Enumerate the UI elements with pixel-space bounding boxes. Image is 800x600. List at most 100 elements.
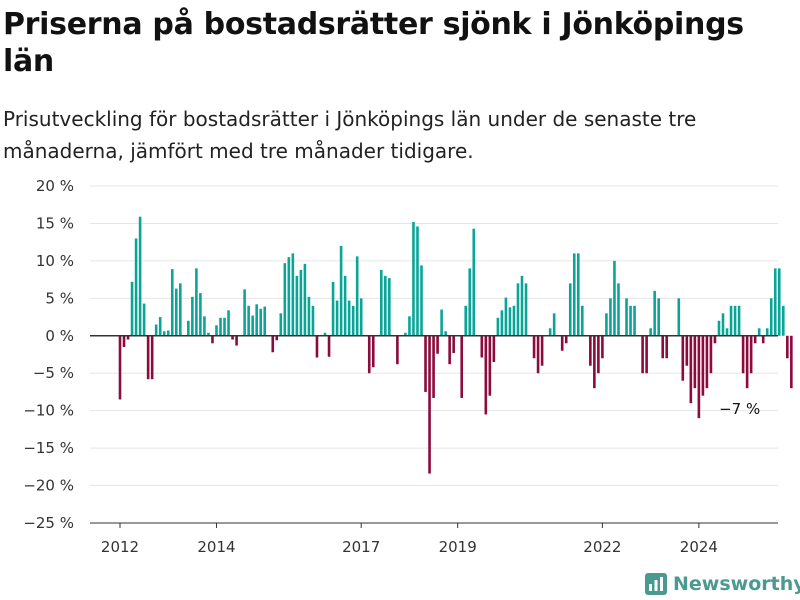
bar [512, 305, 516, 336]
bar [227, 310, 230, 336]
bar [709, 335, 713, 374]
bar [263, 306, 267, 336]
bar [243, 289, 246, 336]
bar [500, 310, 504, 336]
bar [552, 313, 556, 336]
bar [396, 335, 399, 365]
bar [601, 335, 604, 359]
bar [773, 268, 777, 336]
bar [283, 263, 287, 336]
bar [247, 305, 250, 336]
bar [757, 328, 761, 336]
bar [436, 335, 439, 354]
bar [653, 290, 656, 336]
bar [191, 296, 194, 336]
bar [142, 303, 146, 336]
bar [681, 335, 685, 381]
bar [685, 335, 689, 366]
bar [287, 257, 291, 336]
bar [657, 298, 660, 336]
bar [219, 317, 222, 336]
bar [737, 305, 741, 336]
bar [593, 335, 596, 389]
bar [412, 221, 415, 336]
bar [291, 253, 295, 336]
bar [468, 268, 472, 336]
bar [452, 335, 455, 353]
bar [440, 309, 443, 336]
chart-subtitle: Prisutveckling för bostadsrätter i Jönkö… [3, 107, 697, 163]
bar [380, 269, 383, 336]
bar [689, 335, 693, 404]
bar [769, 298, 773, 336]
bar [331, 281, 335, 336]
bar [729, 305, 733, 336]
newsworthy-logo-icon [645, 573, 667, 595]
x-tick-label: 2014 [197, 538, 235, 556]
chart-title: Priserna på bostadsrätter sjönk i Jönköp… [3, 7, 744, 79]
bar [311, 305, 315, 336]
bar [118, 335, 122, 400]
bar [174, 288, 178, 336]
annotations: −7 % [719, 400, 760, 418]
bar [307, 296, 311, 336]
bar [790, 335, 793, 389]
bar [645, 335, 648, 374]
bar [271, 335, 275, 353]
bar [572, 253, 576, 336]
bar [295, 275, 299, 336]
bar [166, 330, 170, 336]
bar [484, 335, 488, 415]
x-tick-label: 2019 [439, 538, 477, 556]
bar [536, 335, 540, 374]
bar [299, 269, 303, 336]
y-tick-label: 15 % [36, 214, 74, 232]
bar [428, 335, 431, 474]
bar [492, 335, 496, 362]
bar [315, 335, 319, 358]
y-tick-label: 20 % [36, 177, 74, 195]
bar [146, 335, 150, 380]
bar [701, 335, 705, 396]
bar [275, 335, 279, 341]
bar [613, 260, 616, 336]
bar [255, 304, 258, 336]
y-tick-label: −15 % [23, 439, 74, 457]
y-tick-label: −20 % [23, 477, 74, 495]
bar [777, 268, 781, 336]
bar [367, 335, 371, 374]
bar [251, 315, 254, 336]
bar [786, 335, 789, 359]
bar [625, 298, 628, 336]
y-tick-label: −10 % [23, 402, 74, 420]
bar [158, 317, 162, 336]
bar [323, 332, 327, 336]
bar [721, 313, 725, 336]
bar [339, 245, 343, 336]
bar [560, 335, 564, 351]
bars [118, 216, 793, 474]
brand-logo: Newsworthy [645, 569, 800, 599]
bar [532, 335, 536, 359]
bar [187, 320, 190, 336]
bar [564, 335, 568, 344]
y-axis-ticks: 20 % 15 % 10 % 5 % 0 % −5 % −10 % −15 % −20 % −25… [23, 177, 74, 532]
bar [589, 335, 592, 366]
bar [416, 226, 419, 336]
bar [472, 228, 476, 336]
bar [215, 325, 218, 336]
bar [207, 332, 210, 336]
bar [661, 335, 664, 359]
bar [420, 265, 423, 336]
bar [231, 335, 234, 340]
x-tick-label: 2024 [680, 538, 718, 556]
bar [629, 305, 632, 336]
bar [432, 335, 435, 398]
x-tick-label: 2012 [101, 538, 139, 556]
bar [725, 328, 729, 336]
bar [617, 283, 620, 336]
bar [609, 298, 612, 336]
x-axis: 2012 2014 2017 2019 2022 2024 [90, 522, 778, 556]
bar [408, 316, 411, 336]
bar [677, 298, 681, 336]
